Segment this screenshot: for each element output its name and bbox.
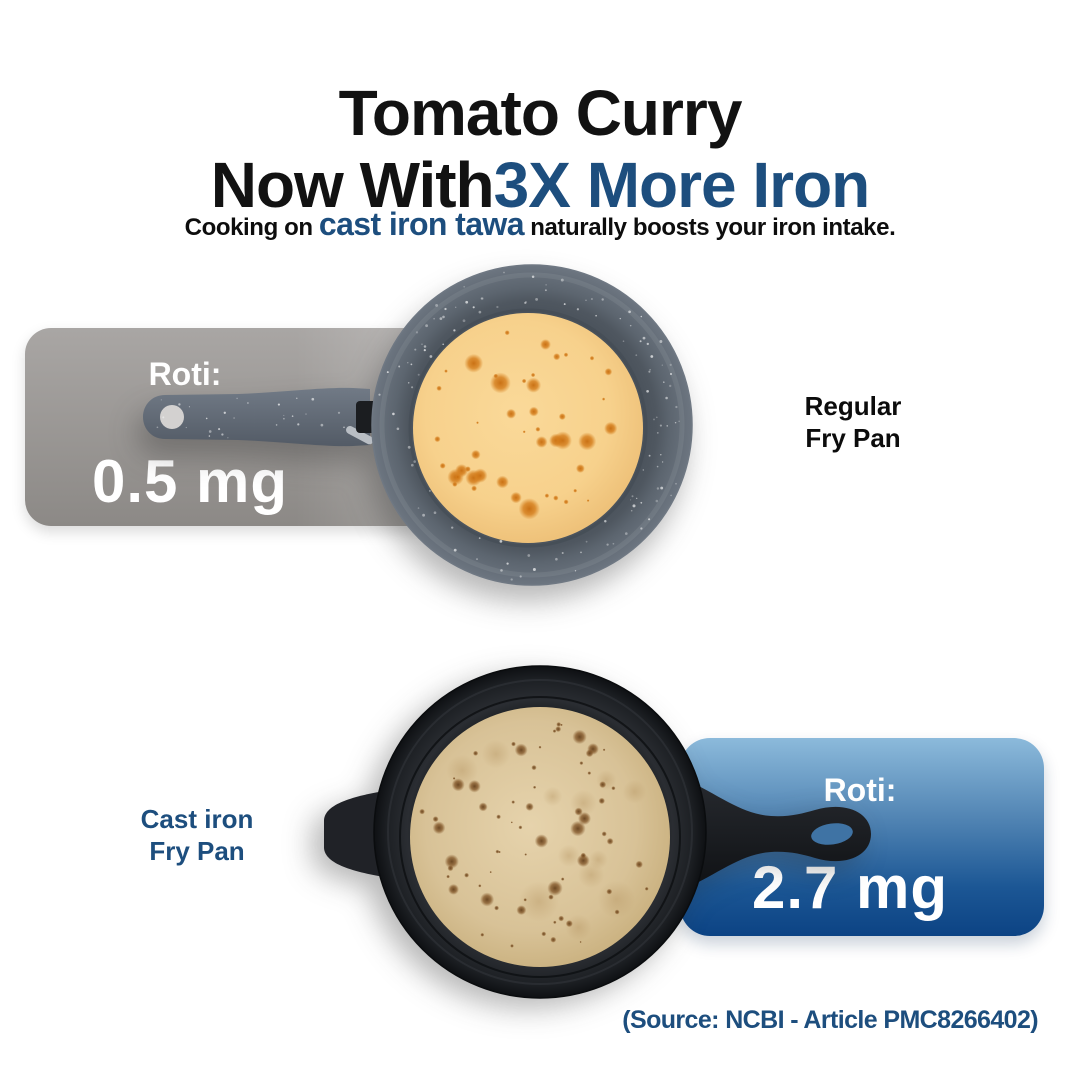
- castiron-pan-name-line1: Cast iron: [140, 804, 254, 834]
- regular-pan-name-line2: Fry Pan: [805, 423, 901, 453]
- pan-rim-speckles: [378, 271, 680, 581]
- subtitle-accent: cast iron tawa: [318, 206, 525, 242]
- regular-iron-value: 0.5 mg: [91, 448, 289, 515]
- roti-toast-spots: [434, 330, 618, 520]
- handle-hang-hole: [160, 405, 184, 429]
- regular-pan-name-line1: Regular: [804, 391, 902, 421]
- title-line2-accent: 3X More Iron: [493, 148, 871, 221]
- handle-pin: [346, 426, 374, 445]
- page-title-line1: Tomato Curry: [338, 76, 743, 149]
- regular-pan-name: Regular Fry Pan: [758, 390, 948, 454]
- castiron-pan-name-line2: Fry Pan: [149, 836, 245, 866]
- castiron-handle-hole: [811, 823, 853, 845]
- regular-roti-label: Roti:: [148, 356, 222, 392]
- source-citation: (Source: NCBI - Article PMC8266402): [622, 1006, 1038, 1034]
- roti-toast-spots: [419, 722, 649, 948]
- roti-texture: [446, 739, 647, 941]
- castiron-roti-label: Roti:: [823, 772, 897, 808]
- title-line2-black: Now With: [210, 148, 495, 221]
- castiron-pan-name: Cast iron Fry Pan: [102, 803, 292, 867]
- handle-speckles: [156, 397, 345, 439]
- cast-iron-pan-illustration: [324, 665, 871, 999]
- page-title-line2: Now With3X More Iron: [0, 153, 1080, 217]
- subtitle: Cooking on cast iron tawa naturally boos…: [0, 204, 1080, 248]
- castiron-iron-value: 2.7 mg: [751, 854, 949, 921]
- regular-pan-handle: [143, 387, 370, 447]
- subtitle-prefix: Cooking on: [184, 214, 313, 241]
- subtitle-suffix: naturally boosts your iron intake.: [530, 214, 896, 241]
- castiron-helper-lug: [324, 790, 390, 878]
- castiron-handle: [691, 782, 871, 886]
- regular-fry-pan-illustration: [143, 264, 693, 586]
